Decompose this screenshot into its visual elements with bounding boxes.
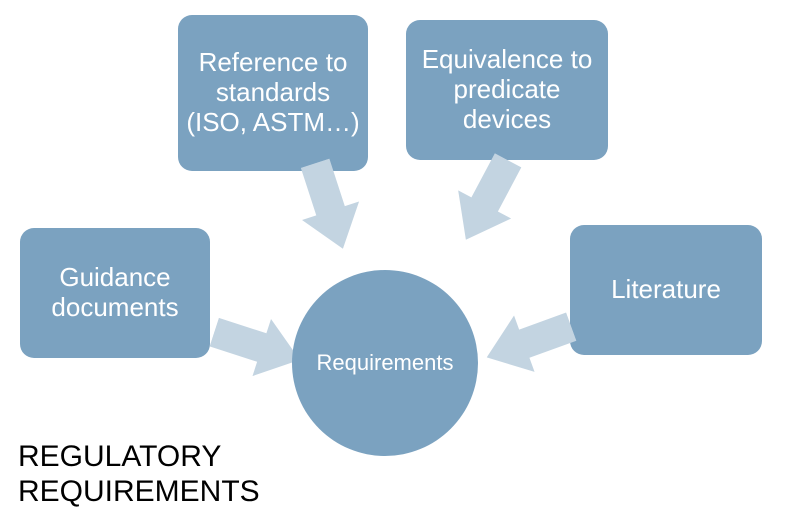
title-line-2: REQUIREMENTS bbox=[18, 475, 260, 508]
arrow-from-equivalence bbox=[439, 146, 534, 254]
node-label: Equivalence to predicate devices bbox=[412, 45, 602, 135]
node-label: Requirements bbox=[317, 350, 454, 376]
node-reference-standards: Reference to standards (ISO, ASTM…) bbox=[178, 15, 368, 171]
node-equivalence-predicate: Equivalence to predicate devices bbox=[406, 20, 608, 160]
title-line-1: REGULATORY bbox=[18, 440, 221, 473]
arrow-from-literature bbox=[476, 298, 581, 385]
node-literature: Literature bbox=[570, 225, 762, 355]
node-label: Guidance documents bbox=[26, 263, 204, 323]
node-guidance-documents: Guidance documents bbox=[20, 228, 210, 358]
node-label: Reference to standards (ISO, ASTM…) bbox=[184, 48, 362, 138]
diagram-title: REGULATORY REQUIREMENTS bbox=[18, 440, 260, 509]
node-requirements-center: Requirements bbox=[292, 270, 478, 456]
node-label: Literature bbox=[611, 275, 721, 305]
